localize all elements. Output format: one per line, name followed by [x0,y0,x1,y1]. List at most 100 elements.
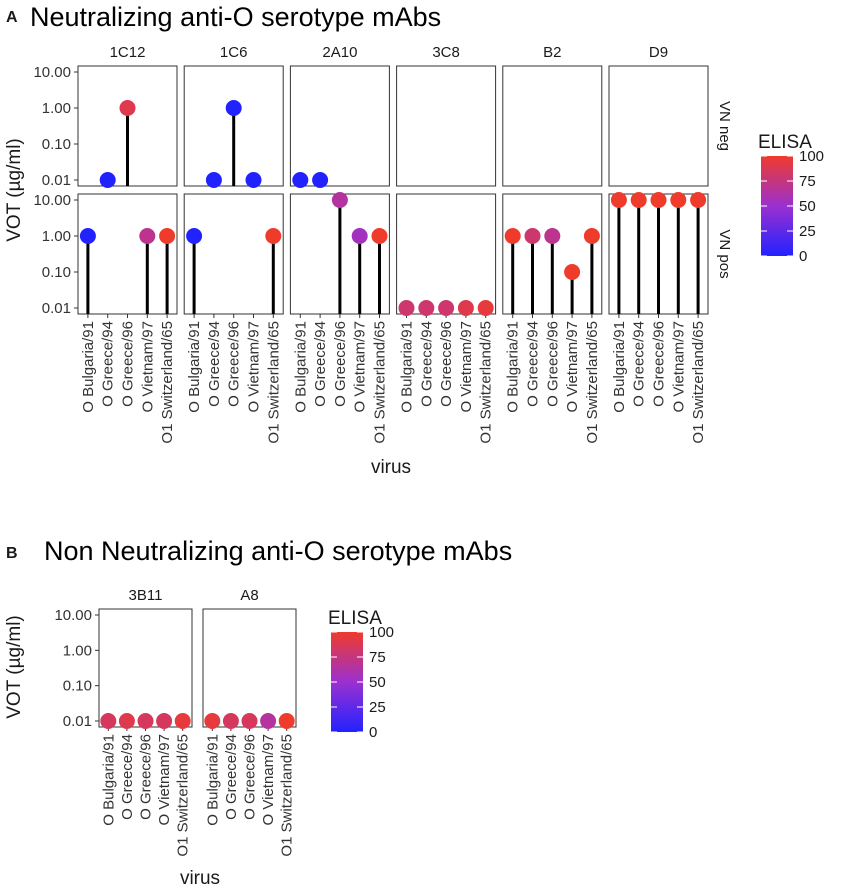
x-tick-label: O Greece/96 [138,734,155,820]
y-tick-label: 10.00 [33,64,71,81]
data-point-d9-o-greece-94 [630,192,647,208]
facet-panel-d9-vn-neg [608,65,709,187]
data-point-1c12-o-bulgaria-91 [79,228,96,244]
x-tick-label: O Vietnam/97 [260,734,277,825]
row-label-vn-neg: VN neg [716,101,733,151]
x-tick-label: O Vietnam/97 [156,734,173,825]
facet-label-2a10: 2A10 [322,44,357,61]
panel-a-title: Neutralizing anti-O serotype mAbs [30,2,441,32]
x-tick-label: O Bulgaria/91 [80,321,97,413]
x-tick-label: O Vietnam/97 [458,321,475,412]
facet-panel-a8 [202,608,297,728]
data-point-d9-o-vietnam-97 [670,192,687,208]
facet-label-d9: D9 [649,44,668,61]
x-tick-label: O Greece/96 [544,321,561,407]
data-point-a8-o-bulgaria-91 [204,713,221,729]
y-tick-label: 10.00 [54,607,92,624]
data-point-d9-o1-switzerland-65 [690,192,707,208]
data-point-1c12-o-greece-96 [119,100,136,116]
data-point-3b11-o-vietnam-97 [156,713,173,729]
data-point-1c6-o-bulgaria-91 [186,228,203,244]
row-label-vn-pos: VN pos [716,229,733,278]
x-tick-label: O Bulgaria/91 [611,321,628,413]
facet-panel-1c6-vn-pos [183,193,284,315]
y-tick-label: 0.10 [63,678,92,695]
panel-b-label: B [6,545,18,562]
x-tick-label: O Vietnam/97 [139,321,156,412]
data-point-2a10-o-greece-94 [312,172,329,188]
x-tick-label: O Greece/94 [223,734,240,820]
data-point-3c8-o-bulgaria-91 [398,300,415,316]
x-tick-label: O Bulgaria/91 [505,321,522,413]
x-tick-label: O Vietnam/97 [246,321,263,412]
y-tick-label: 0.10 [42,264,71,281]
x-tick-label: O Vietnam/97 [352,321,369,412]
data-point-3b11-o-greece-96 [137,713,154,729]
x-tick-label: O Greece/96 [651,321,668,407]
data-point-3c8-o-greece-96 [438,300,455,316]
data-point-2a10-o1-switzerland-65 [371,228,388,244]
data-point-1c12-o-vietnam-97 [139,228,156,244]
x-tick-label: O Bulgaria/91 [186,321,203,413]
panel-b-y-axis-title: VOT (µg/ml) [4,615,25,719]
y-tick-label: 10.00 [33,192,71,209]
legend-tick-label: 100 [369,624,394,641]
x-tick-label: O Greece/96 [438,321,455,407]
x-tick-label: O Greece/94 [206,321,223,407]
legend-tick-label: 0 [799,248,807,265]
facet-panel-3c8-vn-neg [396,65,497,187]
data-point-3b11-o-greece-94 [118,713,135,729]
x-tick-label: O Greece/96 [242,734,259,820]
data-point-3b11-o-bulgaria-91 [100,713,117,729]
legend-tick-label: 100 [799,148,824,165]
x-tick-label: O Greece/96 [120,321,137,407]
data-point-2a10-o-greece-96 [331,192,348,208]
legend-tick-label: 75 [799,173,816,190]
x-tick-label: O1 Switzerland/65 [372,321,389,444]
facet-panel-3b11 [98,608,193,728]
x-tick-label: O Bulgaria/91 [100,734,117,826]
panel-a-plot: 1C12 1C6 2A10 3C8 B2 D9 0.01 0.10 1.00 10.00 VN ne… [33,44,733,444]
x-tick-label: O Bulgaria/91 [399,321,416,413]
panel-a-y-axis-title: VOT (µg/ml) [4,138,25,242]
y-tick-label: 0.10 [42,136,71,153]
facet-panel-2a10-vn-neg [289,65,390,187]
facet-label-b2: B2 [543,44,561,61]
x-tick-label: O1 Switzerland/65 [159,321,176,444]
x-tick-label: O1 Switzerland/65 [279,734,296,857]
data-point-d9-o-greece-96 [650,192,667,208]
x-tick-label: O Greece/96 [332,321,349,407]
data-point-1c6-o-vietnam-97 [245,172,262,188]
facet-panel-1c12-vn-pos [77,193,178,315]
y-tick-label: 1.00 [42,100,71,117]
facet-label-3b11: 3B11 [129,587,163,604]
x-tick-label: O Greece/94 [525,321,542,407]
data-point-2a10-o-vietnam-97 [351,228,368,244]
data-point-b2-o1-switzerland-65 [583,228,600,244]
data-point-d9-o-bulgaria-91 [610,192,627,208]
data-point-1c6-o-greece-96 [225,100,242,116]
panel-a-x-axis-title: virus [371,457,411,478]
facet-panel-b2-vn-neg [502,65,603,187]
x-tick-label: O Bulgaria/91 [204,734,221,826]
panel-a-label: A [6,9,18,26]
legend-tick-label: 50 [799,198,816,215]
facet-label-3c8: 3C8 [432,44,460,61]
x-tick-label: O1 Switzerland/65 [690,321,707,444]
panel-b-title: Non Neutralizing anti-O serotype mAbs [44,536,512,566]
facet-label-1c12: 1C12 [110,44,146,61]
x-tick-label: O Greece/94 [119,734,136,820]
y-tick-label: 0.01 [42,300,71,317]
legend-title: ELISA [758,132,812,153]
x-tick-label: O1 Switzerland/65 [265,321,282,444]
panel-b-x-axis-title: virus [180,868,220,889]
x-tick-label: O Greece/94 [312,321,329,407]
y-tick-label: 0.01 [63,713,92,730]
data-point-a8-o-vietnam-97 [260,713,277,729]
data-point-a8-o1-switzerland-65 [278,713,295,729]
data-point-1c6-o1-switzerland-65 [265,228,282,244]
data-point-b2-o-greece-94 [524,228,541,244]
